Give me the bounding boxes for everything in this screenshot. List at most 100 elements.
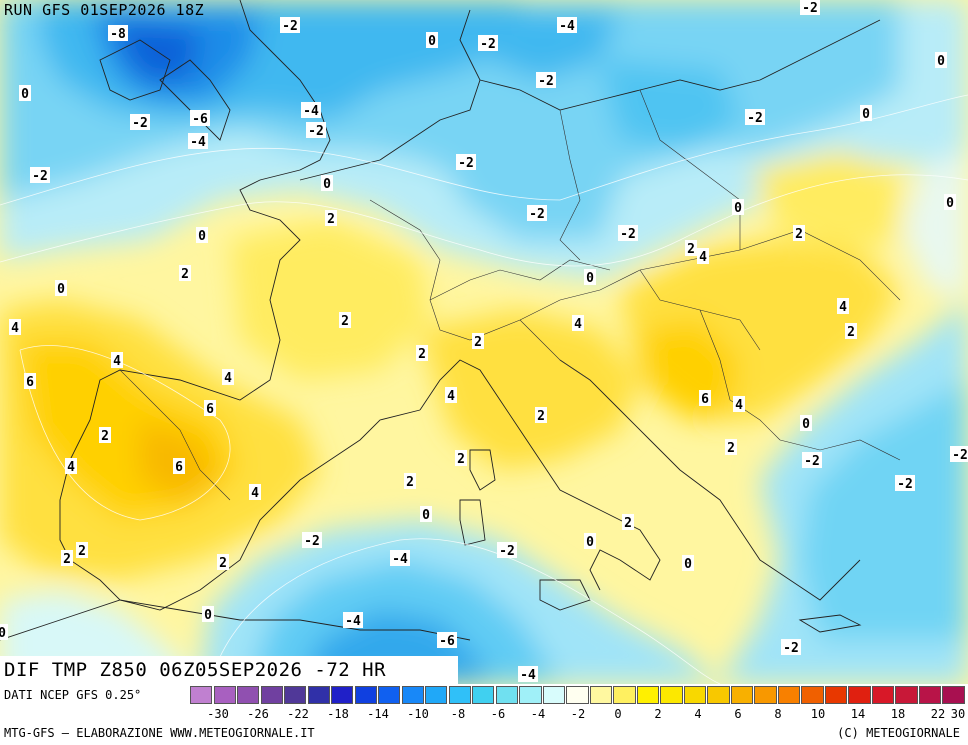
contour-label-text: 6 bbox=[701, 392, 709, 407]
color-scale-swatch bbox=[613, 686, 636, 704]
contour-label: -2 bbox=[456, 154, 476, 171]
temperature-anomaly-map: -8 -2 -2 0 -4 -2 0 -2 -6 -4 -4 -2 -2 -2 -2 0 -2 0 0 2 -2 0 -2 2… bbox=[0, 0, 968, 684]
contour-label: 2 bbox=[76, 542, 88, 559]
contour-label-text: -2 bbox=[282, 19, 298, 34]
contour-label: -8 bbox=[108, 25, 128, 42]
contour-label: -2 bbox=[781, 639, 801, 656]
contour-label-text: 2 bbox=[181, 267, 189, 282]
contour-label-text: 2 bbox=[219, 556, 227, 571]
color-scale-swatch bbox=[378, 686, 401, 704]
contour-label: 2 bbox=[455, 450, 467, 467]
contour-label-text: -4 bbox=[303, 104, 319, 119]
contour-label-text: 4 bbox=[113, 354, 121, 369]
contour-label: 0 bbox=[584, 269, 596, 286]
contour-label: 0 bbox=[55, 280, 67, 297]
contour-label-text: -6 bbox=[439, 634, 455, 649]
color-scale-swatch bbox=[636, 686, 660, 704]
coastlines bbox=[0, 0, 881, 641]
contour-label: 4 bbox=[837, 298, 849, 315]
contour-label: 4 bbox=[249, 484, 261, 501]
color-scale-swatch bbox=[401, 686, 424, 704]
contour-label-text: 2 bbox=[63, 552, 71, 567]
contour-label: 2 bbox=[793, 225, 805, 242]
color-scale-tick-label: 8 bbox=[774, 707, 782, 721]
contour-label: 0 bbox=[426, 32, 438, 49]
color-scale-swatch bbox=[942, 686, 965, 704]
contour-label-text: 2 bbox=[847, 325, 855, 340]
contour-label: -2 bbox=[802, 452, 822, 469]
contour-label: 2 bbox=[325, 210, 337, 227]
contour-label: 2 bbox=[845, 323, 857, 340]
contour-label-text: 4 bbox=[839, 300, 847, 315]
contour-label-text: 2 bbox=[457, 452, 465, 467]
color-scale-tick-label: -6 bbox=[490, 707, 506, 721]
color-scale-tick-label: 14 bbox=[850, 707, 866, 721]
contour-label: 0 bbox=[19, 85, 31, 102]
contour-label-text: -2 bbox=[499, 544, 515, 559]
contour-label: 4 bbox=[65, 458, 77, 475]
contour-label-text: -2 bbox=[304, 534, 320, 549]
contour-label: -2 bbox=[30, 167, 50, 184]
color-scale-swatch bbox=[213, 686, 236, 704]
anomaly-field bbox=[0, 0, 968, 684]
contour-label-text: -2 bbox=[804, 454, 820, 469]
color-scale-swatch bbox=[895, 686, 918, 704]
contour-label: 0 bbox=[732, 199, 744, 216]
contour-label-text: 2 bbox=[474, 335, 482, 350]
contour-label: 2 bbox=[535, 407, 547, 424]
contour-label-text: 0 bbox=[57, 282, 65, 297]
contour-label-text: 4 bbox=[251, 486, 259, 501]
contour-label: 0 bbox=[800, 415, 812, 432]
contour-label: -2 bbox=[536, 72, 556, 89]
contour-label-text: 0 bbox=[862, 107, 870, 122]
contour-label-text: 0 bbox=[684, 557, 692, 572]
contour-label-text: 6 bbox=[175, 460, 183, 475]
color-scale-tick-label: -14 bbox=[367, 707, 389, 721]
contour-label: 6 bbox=[204, 400, 216, 417]
contour-label-text: 2 bbox=[78, 544, 86, 559]
color-scale-ticks: -30 -26 -22 -18 -14 -10 -8 -6 -4 -2 0 2 4 6 8 10 14 18 22 3… bbox=[190, 707, 966, 725]
color-scale-swatch bbox=[495, 686, 518, 704]
contour-label: 2 bbox=[179, 265, 191, 282]
contour-label-text: -8 bbox=[110, 27, 126, 42]
color-scale-tick-label: -10 bbox=[407, 707, 429, 721]
contour-label-text: -2 bbox=[32, 169, 48, 184]
color-scale-tick-label: 22 bbox=[930, 707, 946, 721]
color-scale-swatch bbox=[707, 686, 730, 704]
color-scale-tick-label: 10 bbox=[810, 707, 826, 721]
color-scale-tick-label: 18 bbox=[890, 707, 906, 721]
contour-label-text: 0 bbox=[586, 535, 594, 550]
contour-label: 0 bbox=[0, 624, 8, 641]
color-scale-swatch bbox=[754, 686, 777, 704]
color-scale-swatch bbox=[848, 686, 871, 704]
color-scale-tick-label: 0 bbox=[614, 707, 622, 721]
contour-label: 2 bbox=[622, 514, 634, 531]
contour-label-text: -2 bbox=[747, 111, 763, 126]
contour-label-text: 0 bbox=[802, 417, 810, 432]
contour-label: 4 bbox=[572, 315, 584, 332]
contour-label-text: 4 bbox=[699, 250, 707, 265]
contour-label-text: 6 bbox=[206, 402, 214, 417]
contour-label-text: 2 bbox=[727, 441, 735, 456]
color-scale-swatch bbox=[448, 686, 471, 704]
contour-label-text: -2 bbox=[132, 116, 148, 131]
contour-label: -2 bbox=[895, 475, 915, 492]
color-scale-swatch bbox=[660, 686, 683, 704]
contour-label: -2 bbox=[618, 225, 638, 242]
color-scale-swatch bbox=[425, 686, 448, 704]
contour-label: 6 bbox=[173, 458, 185, 475]
contour-label-text: 4 bbox=[735, 398, 743, 413]
contour-label-text: 0 bbox=[21, 87, 29, 102]
contour-label-text: 0 bbox=[734, 201, 742, 216]
contour-label-text: 0 bbox=[323, 177, 331, 192]
contour-label: 2 bbox=[339, 312, 351, 329]
color-scale-swatch bbox=[918, 686, 942, 704]
color-scale-swatch bbox=[237, 686, 260, 704]
field-title: DIF TMP Z850 06Z05SEP2026 -72 HR bbox=[0, 656, 458, 684]
color-scale-tick-label: -26 bbox=[247, 707, 269, 721]
contour-label-text: 4 bbox=[574, 317, 582, 332]
contour-label: 4 bbox=[111, 352, 123, 369]
contour-label-text: -2 bbox=[802, 1, 818, 16]
color-scale-tick-label: -4 bbox=[530, 707, 546, 721]
contour-label: -4 bbox=[301, 102, 321, 119]
